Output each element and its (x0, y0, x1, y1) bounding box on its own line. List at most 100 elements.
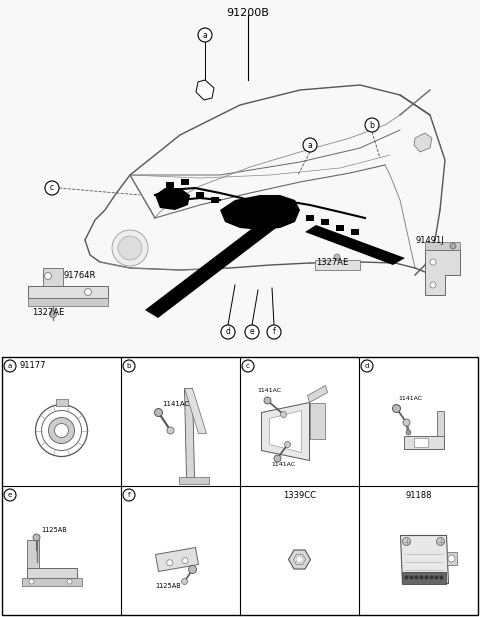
Circle shape (365, 118, 379, 132)
Polygon shape (22, 578, 82, 586)
Polygon shape (211, 197, 219, 203)
Polygon shape (321, 219, 329, 225)
Polygon shape (306, 215, 314, 221)
Polygon shape (286, 209, 294, 215)
Circle shape (41, 410, 82, 450)
Circle shape (264, 397, 271, 404)
Circle shape (181, 579, 188, 584)
Circle shape (405, 576, 408, 579)
Circle shape (4, 360, 16, 372)
Circle shape (403, 537, 410, 545)
Circle shape (296, 556, 303, 563)
Circle shape (118, 236, 142, 260)
Polygon shape (266, 202, 274, 208)
Circle shape (393, 405, 400, 413)
Polygon shape (336, 225, 344, 231)
Polygon shape (241, 207, 249, 213)
Circle shape (242, 360, 254, 372)
Circle shape (167, 427, 174, 434)
Bar (2, 357, 478, 615)
Polygon shape (414, 133, 432, 152)
Bar (0, 0, 480, 355)
Circle shape (410, 576, 413, 579)
Polygon shape (305, 225, 405, 265)
Text: 1141AC: 1141AC (272, 462, 296, 466)
Circle shape (425, 576, 428, 579)
Text: 91491J: 91491J (415, 236, 444, 245)
Polygon shape (179, 476, 208, 484)
Bar (413, 437, 428, 447)
Text: 1141AC: 1141AC (163, 400, 190, 407)
Text: a: a (308, 141, 312, 149)
Circle shape (48, 418, 74, 444)
Circle shape (420, 576, 423, 579)
Polygon shape (181, 179, 189, 185)
Polygon shape (184, 389, 194, 479)
Polygon shape (446, 552, 456, 565)
Polygon shape (425, 242, 460, 250)
Polygon shape (293, 554, 305, 565)
Circle shape (245, 325, 259, 339)
Circle shape (36, 405, 87, 457)
Text: 91764R: 91764R (63, 271, 96, 280)
Circle shape (45, 273, 51, 280)
Circle shape (435, 576, 438, 579)
Circle shape (221, 325, 235, 339)
Text: c: c (246, 363, 250, 369)
Circle shape (29, 579, 34, 584)
Circle shape (67, 579, 72, 584)
Circle shape (49, 310, 57, 318)
Text: 91200B: 91200B (227, 8, 269, 18)
Polygon shape (28, 286, 108, 298)
Circle shape (267, 325, 281, 339)
Circle shape (448, 555, 455, 562)
Polygon shape (155, 188, 190, 210)
Circle shape (189, 566, 196, 573)
Circle shape (123, 489, 135, 501)
Text: e: e (8, 492, 12, 498)
Text: c: c (50, 183, 54, 193)
Text: 91188: 91188 (405, 491, 432, 500)
Text: a: a (8, 363, 12, 369)
Circle shape (436, 537, 444, 545)
Circle shape (84, 289, 92, 296)
Circle shape (334, 254, 340, 260)
Polygon shape (269, 410, 301, 452)
Circle shape (4, 489, 16, 501)
Polygon shape (166, 182, 174, 188)
Circle shape (285, 442, 290, 447)
Circle shape (274, 455, 281, 462)
Polygon shape (400, 536, 448, 584)
Polygon shape (28, 298, 108, 306)
Polygon shape (262, 402, 310, 460)
Polygon shape (425, 250, 460, 295)
Circle shape (430, 282, 436, 288)
Text: 1339CC: 1339CC (283, 491, 316, 500)
Circle shape (415, 576, 418, 579)
Circle shape (403, 419, 410, 426)
Text: 1125AB: 1125AB (41, 528, 67, 534)
Polygon shape (315, 260, 360, 270)
Text: 1141AC: 1141AC (398, 397, 422, 402)
Polygon shape (308, 386, 327, 402)
Circle shape (55, 423, 69, 437)
Circle shape (155, 408, 163, 416)
Polygon shape (184, 389, 206, 434)
Polygon shape (26, 539, 38, 568)
Polygon shape (26, 568, 76, 578)
Polygon shape (401, 571, 445, 584)
Bar (56, 399, 68, 405)
Circle shape (440, 576, 444, 579)
Text: 1141AC: 1141AC (257, 389, 282, 394)
Circle shape (45, 181, 59, 195)
Circle shape (167, 560, 173, 566)
Circle shape (430, 259, 436, 265)
Text: f: f (273, 328, 276, 336)
Text: 1327AE: 1327AE (316, 258, 348, 267)
Text: 91177: 91177 (20, 362, 47, 370)
Polygon shape (156, 547, 199, 571)
Polygon shape (43, 268, 63, 286)
Polygon shape (145, 217, 280, 318)
Text: b: b (370, 120, 374, 130)
Circle shape (361, 360, 373, 372)
